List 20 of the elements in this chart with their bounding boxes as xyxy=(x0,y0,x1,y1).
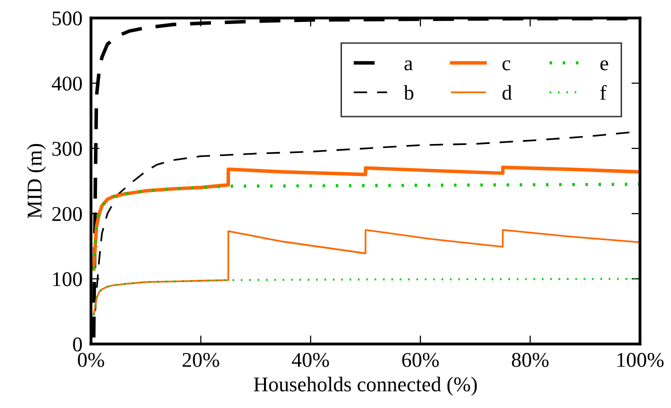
legend-label: c xyxy=(502,60,510,70)
y-axis-title: MID (m) xyxy=(26,144,46,218)
legend-label: f xyxy=(600,84,607,100)
y-tick-label: 100 xyxy=(53,272,82,286)
x-tick-label: 0% xyxy=(78,352,104,368)
legend-label: d xyxy=(502,85,512,100)
x-tick-label: 40% xyxy=(292,352,329,368)
y-tick-label: 200 xyxy=(52,206,82,222)
legend-label: b xyxy=(404,85,414,100)
x-tick-label: 100% xyxy=(618,352,664,368)
legend-label: a xyxy=(404,60,413,70)
x-axis-title: Households connected (%) xyxy=(254,376,477,396)
y-tick-label: 0 xyxy=(73,337,82,352)
y-tick-label: 400 xyxy=(52,76,82,91)
x-tick-label: 20% xyxy=(182,352,220,368)
x-tick-label: 80% xyxy=(512,352,549,368)
y-tick-label: 500 xyxy=(52,11,82,26)
legend-label: e xyxy=(600,60,608,70)
x-tick-label: 60% xyxy=(402,352,439,368)
y-tick-label: 300 xyxy=(52,142,82,156)
